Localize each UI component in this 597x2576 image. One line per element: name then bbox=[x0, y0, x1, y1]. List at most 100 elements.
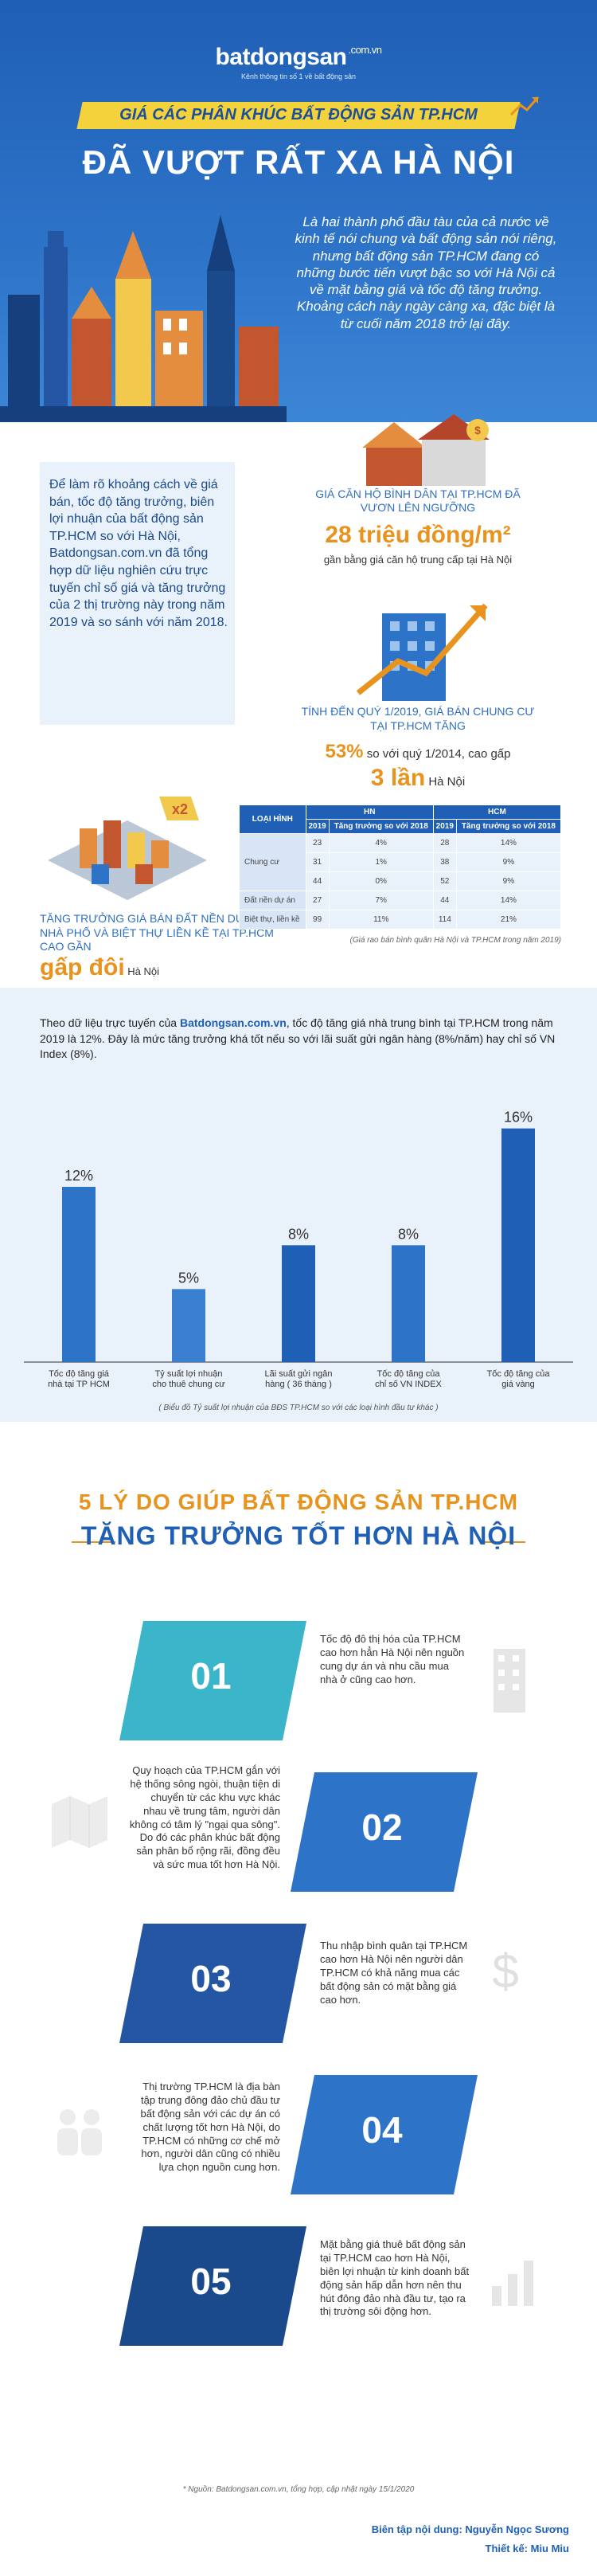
table-cell: 14% bbox=[455, 833, 562, 853]
brand-tagline: Kênh thông tin số 1 về bất động sản bbox=[240, 72, 357, 80]
stat-apartment-label: GIÁ CĂN HỘ BÌNH DÂN TẠI TP.HCM ĐÃ VƯƠN L… bbox=[315, 487, 521, 514]
table-subheader-2019: 2019 bbox=[432, 819, 457, 834]
chart-intro-post: , tốc độ tăng giá nhà trung bình tại TP.… bbox=[40, 1016, 556, 1061]
table-cell: 44 bbox=[432, 891, 457, 910]
title-divider-right bbox=[482, 1541, 525, 1543]
chart-footnote: ( Biểu đồ Tỷ suất lợi nhuận của BĐS TP.H… bbox=[158, 1403, 439, 1412]
trend-arrow-icon bbox=[509, 96, 540, 116]
bar-chart: 12% Tốc độ tăng giá nhà tại TP HCM 5% Tỷ suấ… bbox=[24, 1110, 573, 1389]
table-cell: 11% bbox=[328, 910, 434, 930]
x2-badge: x2 bbox=[172, 801, 188, 817]
title-divider-left bbox=[72, 1541, 115, 1543]
table-note: (Giá rao bán bình quân Hà Nội và TP.HCM … bbox=[349, 936, 561, 945]
table-header-hcm: HCM bbox=[432, 805, 562, 820]
table-subheader-growth: Tăng trưởng so với 2018 bbox=[455, 819, 562, 834]
brand-name: batdongsan bbox=[215, 44, 347, 70]
table-cell: 1% bbox=[328, 852, 434, 872]
land-growth-label: TĂNG TRƯỞNG GIÁ BÁN ĐẤT NỀN DỰ ÁN, NHÀ P… bbox=[40, 912, 274, 953]
stat-apartment-sub: gần bằng giá căn hộ trung cấp tại Hà Nội bbox=[323, 554, 513, 566]
stat-condo-percent-text: so với quý 1/2014, cao gấp bbox=[366, 747, 511, 761]
hero-title: ĐÃ VƯỢT RẤT XA HÀ NỘI bbox=[82, 143, 515, 181]
reason-02-shape bbox=[291, 1772, 478, 1892]
bar-4 bbox=[392, 1245, 425, 1362]
bar-value-label-2: 5% bbox=[178, 1270, 199, 1286]
reason-05-shape bbox=[119, 2226, 306, 2346]
reason-05-text: Mặt bằng giá thuê bất động sản tại TP.HC… bbox=[320, 2238, 470, 2318]
chart-intro-brand: Batdongsan.com.vn bbox=[179, 1016, 287, 1029]
table-subheader-growth: Tăng trưởng so với 2018 bbox=[328, 819, 434, 834]
reason-03-shape bbox=[119, 1924, 306, 2043]
table-header-type: LOẠI HÌNH bbox=[239, 805, 306, 834]
brand-logo: batdongsan .com.vn Kênh thông tin số 1 về… bbox=[0, 44, 597, 80]
reason-01-shape bbox=[119, 1621, 306, 1740]
hero-subtitle: GIÁ CÁC PHÂN KHÚC BẤT ĐỘNG SẢN TP.HCM bbox=[119, 106, 478, 123]
stat-condo-multiple-value: 3 lần bbox=[370, 765, 426, 791]
building-growth-illustration bbox=[356, 603, 488, 701]
table-cell: 114 bbox=[432, 910, 457, 930]
chart-intro-text: Theo dữ liệu trực tuyến của Batdongsan.c… bbox=[40, 1016, 557, 1063]
table-cell: 44 bbox=[305, 871, 330, 891]
bar-category-label-2: Tỷ suất lợi nhuận cho thuê chung cư bbox=[152, 1369, 225, 1389]
bar-category-label-1: Tốc độ tăng giá nhà tại TP HCM bbox=[48, 1369, 110, 1389]
hero-text: Là hai thành phố đầu tàu của cả nước về … bbox=[295, 214, 557, 331]
bar-5 bbox=[501, 1128, 535, 1362]
growth-chart-icon bbox=[492, 2261, 533, 2306]
table-cell: 21% bbox=[455, 910, 562, 930]
bar-category-label-5: Tốc độ tăng của giá vàng bbox=[487, 1369, 551, 1389]
people-icon bbox=[57, 2109, 102, 2155]
bar-3 bbox=[282, 1245, 315, 1362]
table-cell-type: Biệt thự, liền kề bbox=[239, 910, 306, 930]
stat-condo-label: TÍNH ĐẾN QUÝ 1/2019, GIÁ BÁN CHUNG CƯ TẠ… bbox=[301, 705, 535, 732]
table-cell: 0% bbox=[328, 871, 434, 891]
svg-text:$: $ bbox=[492, 1944, 518, 1998]
reason-04-number: 04 bbox=[361, 2109, 403, 2151]
table-cell-type: Đất nền dự án bbox=[239, 891, 306, 910]
hero-banner: batdongsan .com.vn Kênh thông tin số 1 về… bbox=[0, 0, 597, 422]
dollar-icon: $ bbox=[492, 1944, 518, 1998]
reasons-title-line2: TĂNG TRƯỞNG TỐT HƠN HÀ NỘI bbox=[80, 1521, 517, 1550]
bar-value-label-5: 16% bbox=[504, 1110, 533, 1126]
reason-02-number: 02 bbox=[361, 1807, 403, 1848]
stat-apartment-value: 28 triệu đồng/m² bbox=[325, 522, 511, 548]
table-cell: 38 bbox=[432, 852, 457, 872]
intro-text: Để làm rõ khoảng cách về giá bán, tốc độ… bbox=[49, 478, 228, 629]
bar-category-label-3: Lãi suất gửi ngân hàng ( 36 tháng ) bbox=[264, 1369, 332, 1389]
stat-condo-percent: 53% so với quý 1/2014, cao gấp bbox=[298, 741, 537, 763]
table-row: Biệt thự, liền kề 99 11% 114 21% bbox=[239, 910, 562, 930]
table-cell: 9% bbox=[455, 852, 562, 872]
table-cell: 23 bbox=[305, 833, 330, 853]
bar-value-label-1: 12% bbox=[64, 1168, 93, 1184]
table-cell-type: Chung cư bbox=[239, 833, 306, 891]
bar-category-label-4: Tốc độ tăng của chỉ số VN INDEX bbox=[375, 1369, 442, 1389]
bar-value-label-4: 8% bbox=[398, 1226, 419, 1242]
reason-03-text: Thu nhập bình quân tại TP.HCM cao hơn Hà… bbox=[320, 1940, 468, 2006]
houses-illustration: $ bbox=[362, 414, 490, 486]
land-growth-value-text: Hà Nội bbox=[127, 965, 160, 977]
table-subheader-2019: 2019 bbox=[305, 819, 330, 834]
reason-04-text: Thị trường TP.HCM là địa bàn tập trung đ… bbox=[140, 2081, 281, 2174]
reason-03-number: 03 bbox=[190, 1958, 232, 1999]
table-cell: 28 bbox=[432, 833, 457, 853]
table-row: 31 1% 38 9% bbox=[240, 852, 562, 872]
table-cell: 7% bbox=[328, 891, 434, 910]
stat-condo-multiple: 3 lần Hà Nội bbox=[298, 765, 537, 792]
chart-intro-pre: Theo dữ liệu trực tuyến của bbox=[40, 1016, 180, 1029]
reason-05-number: 05 bbox=[190, 2261, 232, 2302]
credit-design: Thiết kế: Miu Miu bbox=[485, 2543, 569, 2554]
city-skyline-illustration bbox=[0, 215, 287, 422]
bar-1 bbox=[62, 1187, 96, 1362]
brand-domain: .com.vn bbox=[348, 44, 382, 56]
building-icon bbox=[494, 1649, 525, 1713]
reason-02-text: Quy hoạch của TP.HCM gắn với hệ thống sô… bbox=[129, 1764, 280, 1871]
land-growth-value-big: gấp đôi bbox=[40, 954, 125, 981]
reason-04-shape bbox=[291, 2075, 478, 2194]
table-cell: 4% bbox=[328, 833, 434, 853]
table-header-hn: HN bbox=[305, 805, 434, 820]
table-row: Đất nền dự án 27 7% 44 14% bbox=[239, 891, 562, 910]
stat-condo-percent-value: 53% bbox=[325, 741, 364, 762]
credit-content: Biên tập nội dung: Nguyễn Ngọc Sương bbox=[371, 2523, 569, 2535]
table-row: Chung cư 23 4% 28 14% bbox=[239, 833, 562, 891]
source-note: * Nguồn: Batdongsan.com.vn, tổng hợp, cậ… bbox=[182, 2485, 415, 2494]
table-cell: 9% bbox=[455, 871, 562, 891]
table-cell: 99 bbox=[305, 910, 330, 930]
